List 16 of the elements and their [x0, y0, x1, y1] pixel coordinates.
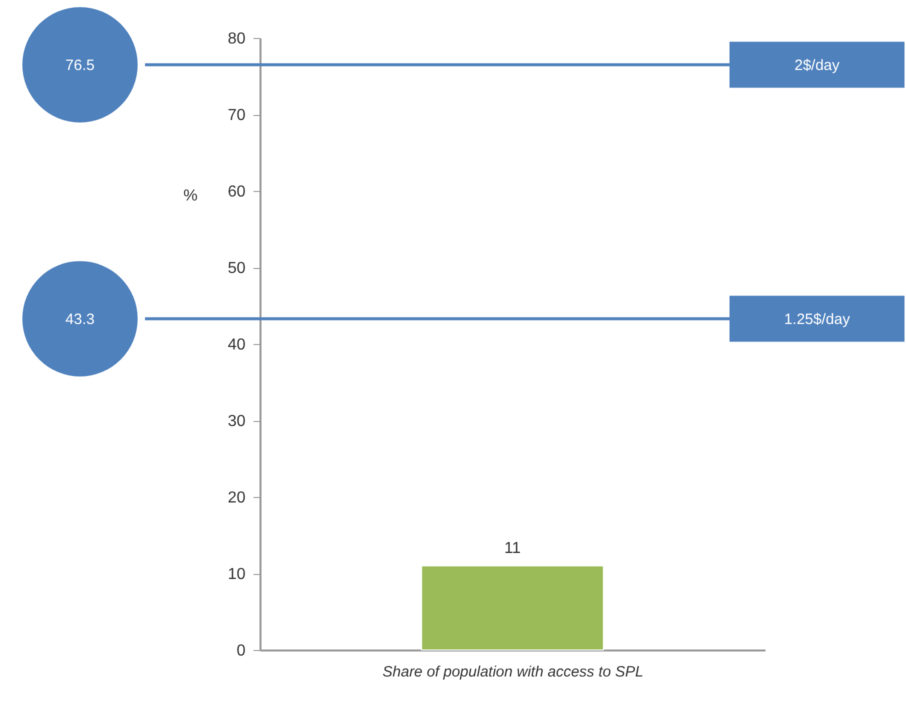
text: 76.5 [65, 56, 95, 74]
text: 43.3 [65, 310, 95, 328]
y-tick-label: 40 [228, 336, 246, 354]
data-label: 11 [504, 540, 521, 557]
ref-line-label: 1.25$/day [784, 310, 850, 328]
y-tick-label: 60 [228, 184, 246, 200]
x-axis-title: Share of population with access to SPL [382, 664, 644, 680]
y-tick-label: 10 [228, 566, 246, 583]
y-tick-label: 0 [236, 642, 246, 660]
y-tick-label: 20 [228, 490, 246, 506]
y-tick-label: 30 [228, 413, 246, 430]
y-axis-title: % [183, 188, 198, 204]
ref-line-label: 2$/day [794, 56, 840, 74]
y-tick-label: 70 [228, 107, 246, 124]
y-tick-label: 80 [228, 30, 246, 48]
y-tick-label: 50 [228, 260, 246, 277]
